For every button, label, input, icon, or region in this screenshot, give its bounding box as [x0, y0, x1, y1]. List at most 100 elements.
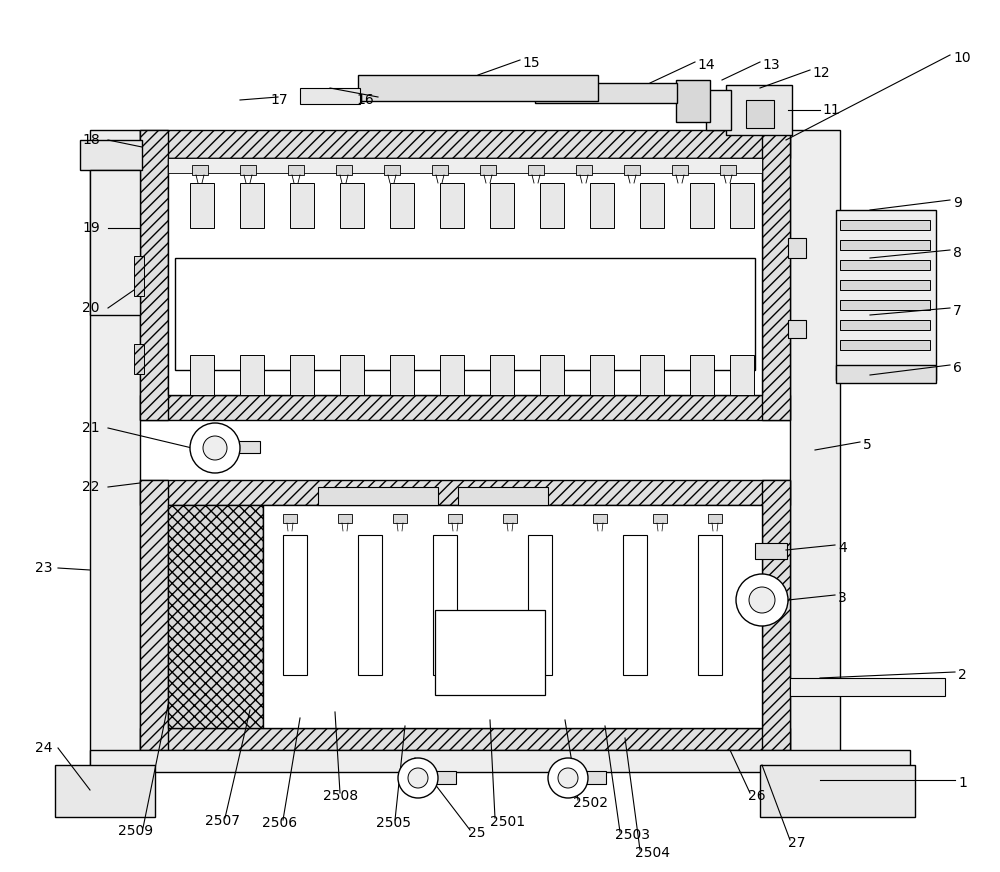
- Bar: [318, 487, 438, 505]
- Bar: [80, 140, 142, 170]
- Bar: [192, 165, 208, 175]
- Text: 2506: 2506: [262, 816, 297, 830]
- Text: 25: 25: [468, 826, 486, 840]
- Bar: [283, 514, 297, 523]
- Bar: [288, 165, 304, 175]
- Bar: [340, 355, 364, 395]
- Circle shape: [749, 587, 775, 613]
- Text: 23: 23: [35, 561, 52, 575]
- Text: 9: 9: [953, 196, 962, 210]
- Bar: [690, 355, 714, 395]
- Bar: [593, 514, 607, 523]
- Bar: [90, 170, 140, 315]
- Circle shape: [398, 758, 438, 798]
- Bar: [640, 355, 664, 395]
- Bar: [190, 355, 214, 395]
- Bar: [432, 165, 448, 175]
- Bar: [134, 344, 144, 374]
- Bar: [290, 355, 314, 395]
- Bar: [760, 765, 915, 817]
- Bar: [140, 728, 790, 750]
- Circle shape: [203, 436, 227, 460]
- Bar: [576, 165, 592, 175]
- Text: 3: 3: [838, 591, 847, 605]
- Bar: [140, 130, 790, 158]
- Bar: [698, 535, 722, 675]
- Bar: [390, 183, 414, 228]
- Bar: [762, 480, 790, 750]
- Bar: [384, 165, 400, 175]
- Bar: [535, 83, 677, 103]
- Bar: [726, 85, 792, 135]
- Bar: [140, 395, 790, 420]
- Bar: [358, 535, 382, 675]
- Text: 2503: 2503: [615, 828, 650, 842]
- Bar: [358, 75, 598, 101]
- Circle shape: [736, 574, 788, 626]
- Text: 18: 18: [82, 133, 100, 147]
- Text: 10: 10: [953, 51, 971, 65]
- Bar: [840, 320, 930, 330]
- Bar: [762, 130, 790, 420]
- Text: 2505: 2505: [376, 816, 411, 830]
- Bar: [590, 355, 614, 395]
- Bar: [720, 165, 736, 175]
- Text: 21: 21: [82, 421, 100, 435]
- Text: 7: 7: [953, 304, 962, 318]
- Bar: [840, 280, 930, 290]
- Bar: [168, 158, 762, 173]
- Bar: [90, 130, 140, 765]
- Text: 2509: 2509: [118, 824, 153, 838]
- Bar: [338, 514, 352, 523]
- Bar: [168, 505, 263, 728]
- Bar: [440, 183, 464, 228]
- Bar: [730, 355, 754, 395]
- Text: 22: 22: [82, 480, 100, 494]
- Bar: [490, 355, 514, 395]
- Bar: [590, 183, 614, 228]
- Bar: [528, 535, 552, 675]
- Bar: [190, 183, 214, 228]
- Text: 8: 8: [953, 246, 962, 260]
- Bar: [706, 90, 731, 130]
- Text: 14: 14: [697, 58, 715, 72]
- Bar: [540, 183, 564, 228]
- Bar: [393, 514, 407, 523]
- Text: 5: 5: [863, 438, 872, 452]
- Bar: [788, 238, 806, 258]
- Bar: [746, 100, 774, 128]
- Bar: [240, 183, 264, 228]
- Bar: [624, 165, 640, 175]
- Text: 2: 2: [958, 668, 967, 682]
- Text: 26: 26: [748, 789, 766, 803]
- Bar: [528, 165, 544, 175]
- Circle shape: [548, 758, 588, 798]
- Bar: [676, 80, 710, 122]
- Text: 17: 17: [270, 93, 288, 107]
- Bar: [672, 165, 688, 175]
- Text: 2507: 2507: [205, 814, 240, 828]
- Text: 19: 19: [82, 221, 100, 235]
- Bar: [690, 183, 714, 228]
- Bar: [240, 355, 264, 395]
- Bar: [708, 514, 722, 523]
- Text: 27: 27: [788, 836, 806, 850]
- Text: 11: 11: [822, 103, 840, 117]
- Text: 2502: 2502: [573, 796, 608, 810]
- Bar: [490, 183, 514, 228]
- Circle shape: [408, 768, 428, 788]
- Bar: [730, 183, 754, 228]
- Bar: [788, 320, 806, 338]
- Bar: [140, 480, 790, 505]
- Bar: [433, 535, 457, 675]
- Bar: [840, 300, 930, 310]
- Bar: [836, 365, 936, 383]
- Text: 4: 4: [838, 541, 847, 555]
- Bar: [840, 340, 930, 350]
- Text: 15: 15: [522, 56, 540, 70]
- Bar: [448, 514, 462, 523]
- Bar: [840, 260, 930, 270]
- Bar: [55, 765, 155, 817]
- Bar: [503, 514, 517, 523]
- Bar: [175, 258, 755, 370]
